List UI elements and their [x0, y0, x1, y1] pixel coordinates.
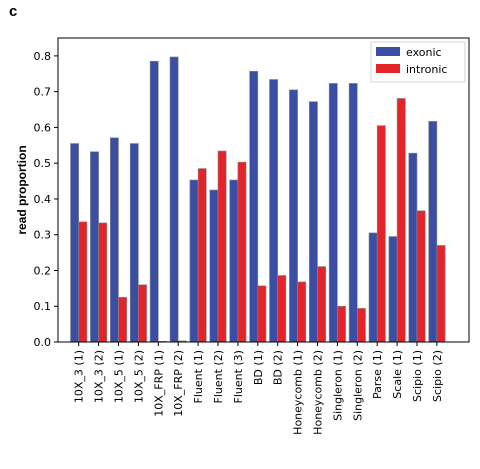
x-tick-label-11: Honeycomb (1)	[292, 350, 305, 435]
bar-exonic-6	[189, 179, 199, 343]
bar-exonic-1	[90, 151, 99, 343]
y-tick-label-6: 0.6	[34, 121, 52, 134]
bar-exonic-8	[229, 179, 239, 343]
bar-exonic-18	[428, 121, 438, 343]
bar-intronic-17	[416, 210, 426, 343]
x-tick-label-5: 10X_FRP (2)	[172, 350, 185, 417]
bar-intronic-10	[277, 275, 287, 343]
bar-intronic-11	[297, 281, 307, 343]
bar-intronic-3	[138, 284, 147, 343]
x-tick-label-7: Fluent (2)	[212, 350, 225, 404]
bar-exonic-10	[269, 79, 278, 343]
x-tick-label-9: BD (1)	[252, 350, 265, 385]
x-tick-label-16: Scale (1)	[391, 350, 404, 399]
bar-intronic-16	[396, 98, 406, 343]
y-axis-label: read proportion	[15, 145, 29, 234]
bar-intronic-1	[98, 222, 108, 343]
bar-exonic-11	[289, 89, 298, 343]
y-tick-label-4: 0.4	[34, 193, 52, 206]
bar-exonic-15	[368, 232, 378, 343]
bar-intronic-8	[237, 161, 247, 343]
bar-exonic-5	[169, 56, 179, 343]
bar-intronic-13	[337, 305, 346, 343]
bar-exonic-17	[408, 152, 418, 343]
bar-exonic-16	[388, 236, 398, 343]
y-tick-label-0: 0.0	[34, 336, 52, 349]
y-tick-label-7: 0.7	[34, 86, 52, 99]
bar-exonic-9	[249, 70, 259, 343]
bar-exonic-7	[209, 189, 219, 343]
legend-label-intronic: intronic	[406, 63, 447, 76]
bar-intronic-14	[356, 308, 366, 343]
x-tick-label-3: 10X_5 (2)	[132, 350, 145, 403]
bar-exonic-2	[110, 137, 119, 343]
x-tick-label-4: 10X_FRP (1)	[152, 350, 165, 417]
bar-intronic-12	[317, 266, 326, 343]
x-tick-label-14: Singleron (2)	[351, 350, 364, 421]
x-tick-label-15: Parse (1)	[371, 350, 384, 399]
y-tick-label-2: 0.2	[34, 264, 52, 277]
bar-intronic-9	[257, 285, 267, 343]
legend-swatch-intronic	[376, 64, 400, 73]
x-tick-label-8: Fluent (3)	[232, 350, 245, 404]
bar-intronic-18	[436, 245, 446, 343]
legend-label-exonic: exonic	[406, 46, 442, 59]
bar-exonic-0	[70, 143, 79, 343]
bar-exonic-14	[348, 83, 358, 343]
x-tick-label-17: Scipio (1)	[411, 350, 424, 402]
plot-frame	[57, 37, 470, 343]
y-tick-label-3: 0.3	[34, 229, 52, 242]
bar-exonic-12	[308, 101, 318, 343]
x-tick-label-0: 10X_3 (1)	[73, 350, 86, 403]
x-tick-label-6: Fluent (1)	[192, 350, 205, 404]
bar-intronic-0	[78, 221, 88, 343]
legend-swatch-exonic	[376, 47, 400, 56]
y-tick-label-8: 0.8	[34, 50, 52, 63]
x-tick-label-2: 10X_5 (1)	[113, 350, 126, 403]
x-tick-label-13: Singleron (1)	[331, 350, 344, 421]
x-tick-label-10: BD (2)	[272, 350, 285, 385]
bar-intronic-7	[217, 150, 227, 343]
bar-intronic-2	[118, 296, 127, 343]
bar-intronic-15	[376, 125, 386, 343]
y-tick-label-1: 0.1	[34, 300, 52, 313]
bar-exonic-13	[328, 83, 338, 343]
y-tick-label-5: 0.5	[34, 157, 52, 170]
x-tick-label-1: 10X_3 (2)	[93, 350, 106, 403]
bar-intronic-6	[197, 168, 207, 343]
x-tick-label-12: Honeycomb (2)	[312, 350, 325, 435]
bar-exonic-4	[149, 60, 159, 343]
x-tick-label-18: Scipio (2)	[431, 350, 444, 402]
panel-label: c	[9, 3, 18, 20]
bar-exonic-3	[129, 143, 139, 343]
